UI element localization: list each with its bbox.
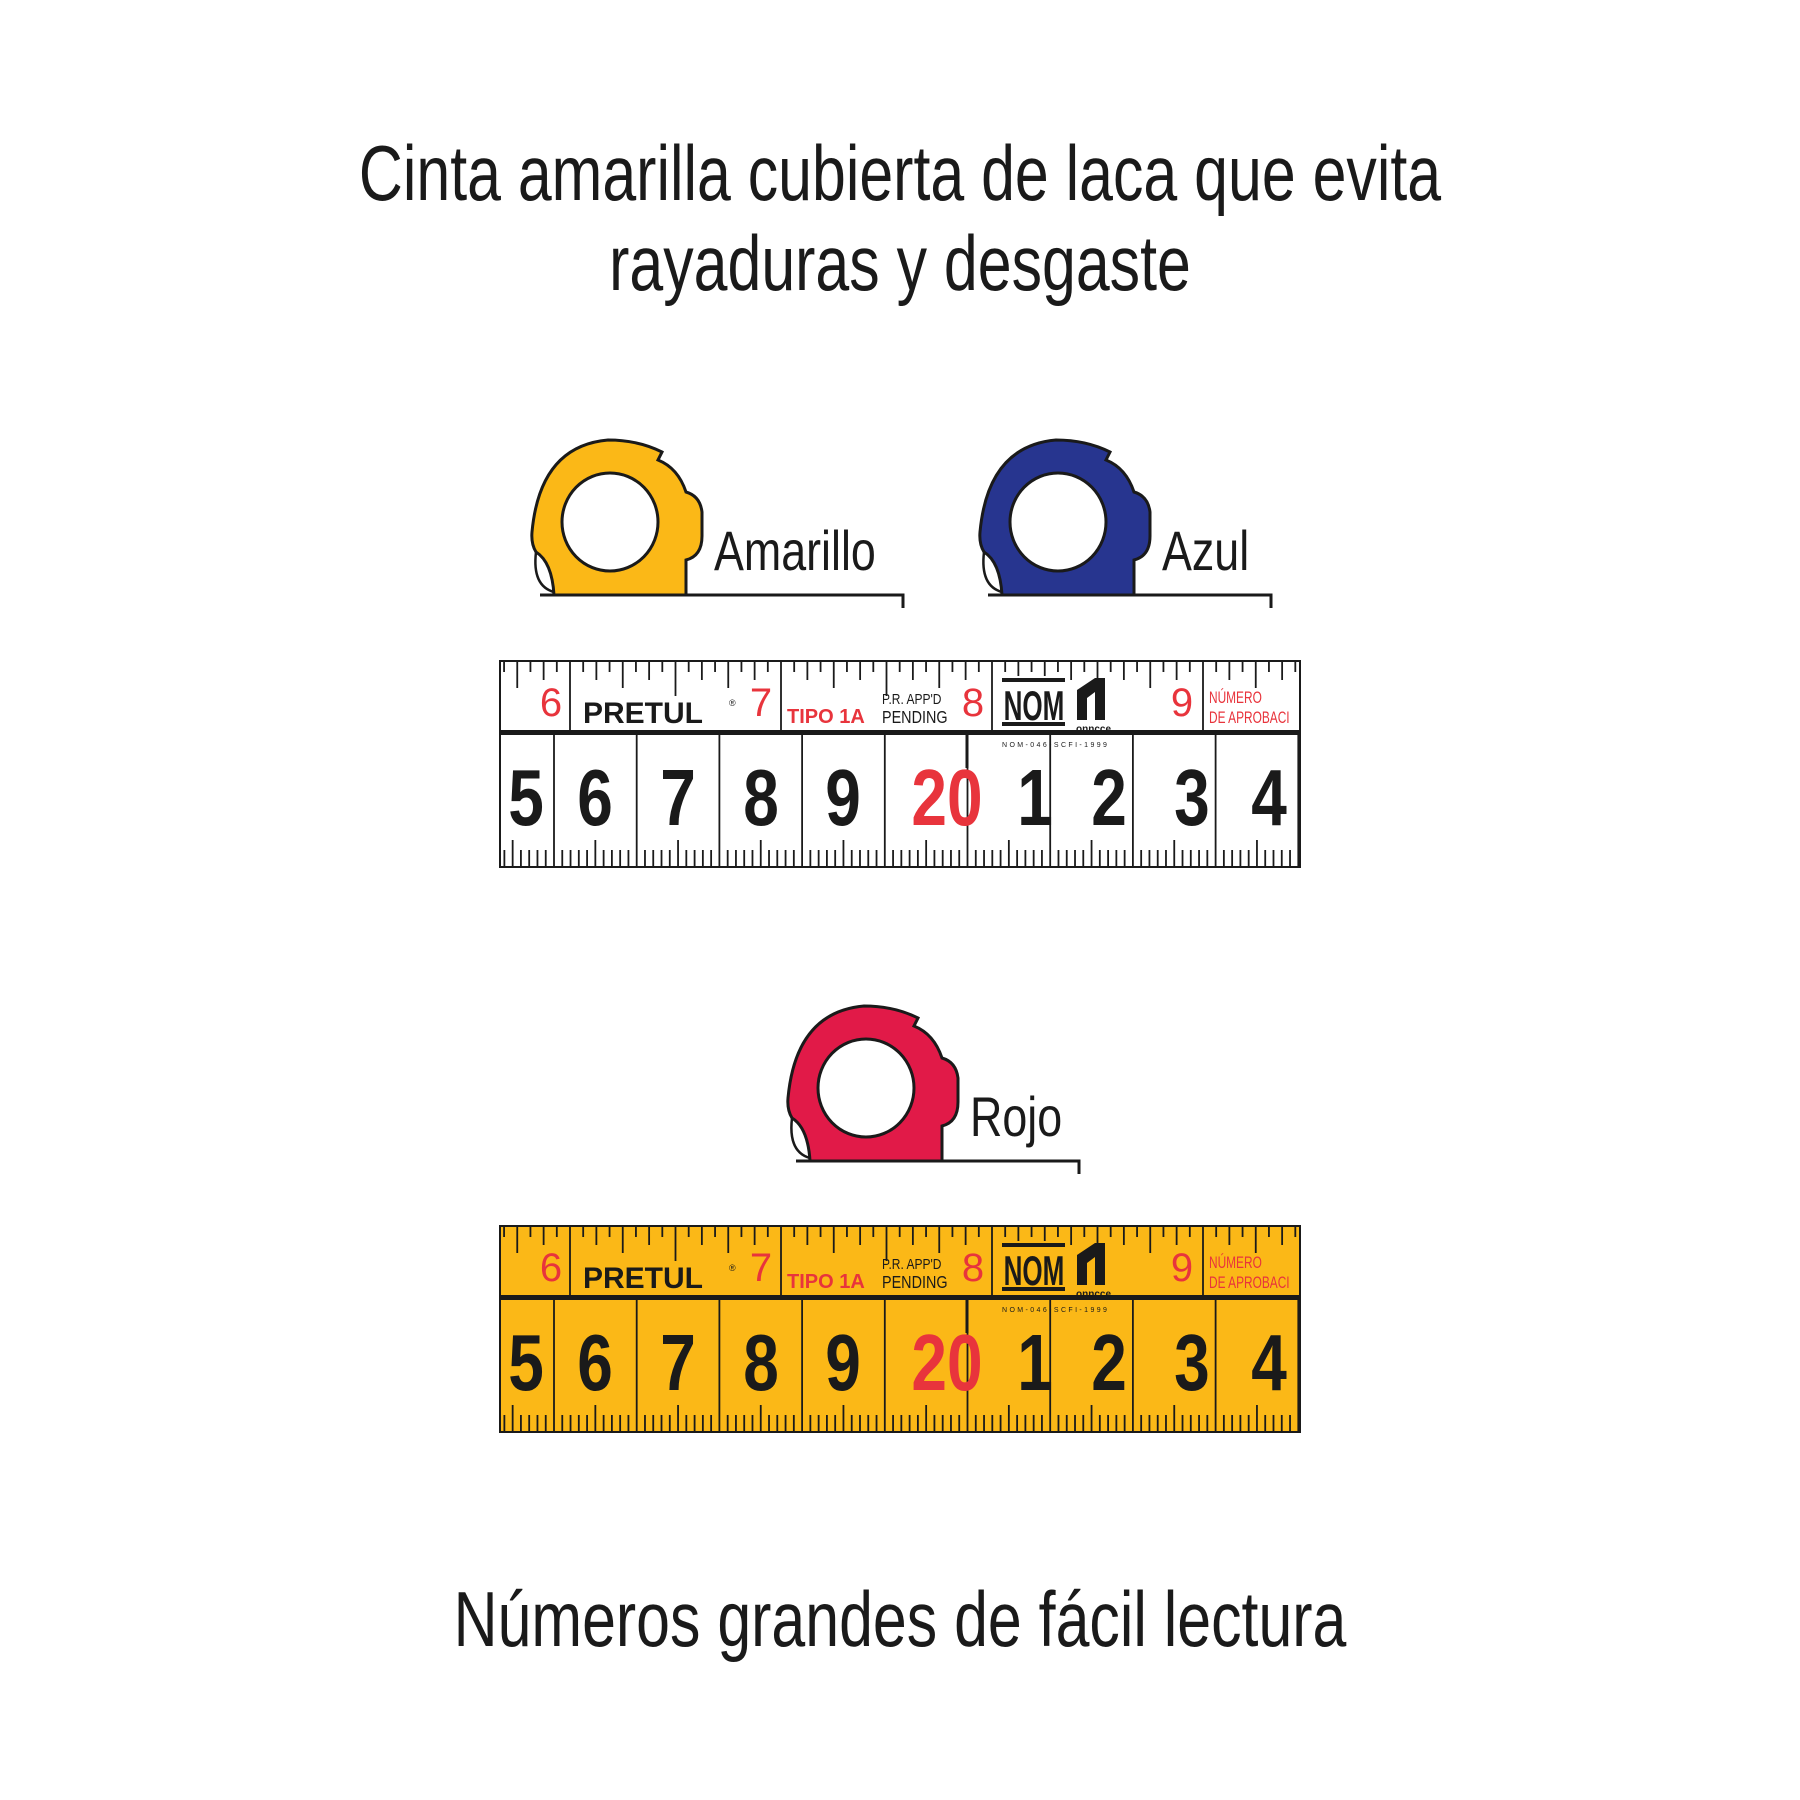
nom-logo: NOM (1004, 683, 1065, 730)
nom-bar (1002, 1243, 1065, 1247)
nom-bg (999, 1241, 1068, 1291)
registered-mark: ® (729, 1263, 736, 1273)
onncce-logo: onncce (1076, 1289, 1111, 1300)
inch-number: 6 (540, 681, 562, 725)
pending-line-1: P.R. APP'D (882, 691, 942, 708)
label-leader-line (796, 1159, 1081, 1174)
approval-line-2: DE APROBACI (1209, 709, 1290, 728)
case-window (1008, 471, 1108, 573)
nom-bg (999, 676, 1068, 726)
pending-line-2: PENDING (882, 708, 948, 728)
cm-number: 3 (1174, 1318, 1210, 1407)
variant-label: Amarillo (714, 519, 876, 582)
onncce-logo-mark (1077, 1243, 1105, 1285)
label-leader-line (988, 593, 1273, 608)
type-label: TIPO 1A (787, 706, 865, 728)
tick-marks (503, 660, 1300, 866)
cm-number: 8 (743, 1318, 779, 1407)
standard-label: NOM-046-SCFI-1999 (1002, 1307, 1109, 1314)
cm-number: 1 (1017, 1318, 1053, 1407)
case-window (560, 471, 660, 573)
approval-line-2: DE APROBACI (1209, 1274, 1290, 1293)
band-divider (499, 1295, 1301, 1300)
inch-number: 8 (962, 1246, 984, 1290)
tape-body (499, 1225, 1301, 1433)
inch-number: 7 (750, 681, 772, 725)
approval-line-1: NÚMERO (1209, 1253, 1262, 1273)
nom-logo: NOM (1004, 1248, 1065, 1295)
nom-bar (1002, 722, 1065, 726)
cm-number: 2 (1091, 1318, 1127, 1407)
cm-number: 6 (577, 753, 613, 842)
nom-bar (1002, 1287, 1065, 1291)
cm-number: 7 (660, 753, 696, 842)
inch-number: 9 (1171, 681, 1193, 725)
footer-caption: Números grandes de fácil lectura (453, 1575, 1347, 1663)
brand-logo: PRETUL (583, 1262, 703, 1295)
label-leader-line (540, 593, 905, 608)
approval-line-1: NÚMERO (1209, 688, 1262, 708)
cm-number: 9 (825, 1318, 861, 1407)
inch-number: 8 (962, 681, 984, 725)
cm-number: 7 (660, 1318, 696, 1407)
type-label: TIPO 1A (787, 1271, 865, 1293)
inch-number: 9 (1171, 1246, 1193, 1290)
onncce-logo-mark (1077, 678, 1105, 720)
variant-label: Azul (1162, 519, 1250, 582)
cm-number: 6 (577, 1318, 613, 1407)
cm-number: 20 (911, 753, 982, 842)
cm-number: 1 (1017, 753, 1053, 842)
onncce-logo: onncce (1076, 724, 1111, 735)
cm-number: 5 (508, 753, 544, 842)
registered-mark: ® (729, 698, 736, 708)
variant-label: Rojo (970, 1085, 1063, 1148)
cm-number: 20 (911, 1318, 982, 1407)
brand-logo: PRETUL (583, 697, 703, 730)
cm-number: 5 (508, 1318, 544, 1407)
heading-line-2: rayaduras y desgaste (609, 219, 1191, 307)
inch-number: 7 (750, 1246, 772, 1290)
cm-number: 2 (1091, 753, 1127, 842)
band-divider (499, 730, 1301, 735)
nom-bar (1002, 678, 1065, 682)
cm-number: 4 (1251, 1318, 1287, 1407)
tape-measure-icon (786, 1004, 960, 1163)
heading-line-1: Cinta amarilla cubierta de laca que evit… (358, 129, 1442, 217)
inch-number: 6 (540, 1246, 562, 1290)
tape-measure-icon (978, 438, 1152, 597)
pending-line-2: PENDING (882, 1273, 948, 1293)
standard-label: NOM-046-SCFI-1999 (1002, 742, 1109, 749)
cm-number: 4 (1251, 753, 1287, 842)
cm-number: 9 (825, 753, 861, 842)
pending-line-1: P.R. APP'D (882, 1256, 942, 1273)
cm-number: 8 (743, 753, 779, 842)
tape-measure-icon (530, 438, 704, 597)
cm-number: 3 (1174, 753, 1210, 842)
case-window (816, 1037, 916, 1139)
